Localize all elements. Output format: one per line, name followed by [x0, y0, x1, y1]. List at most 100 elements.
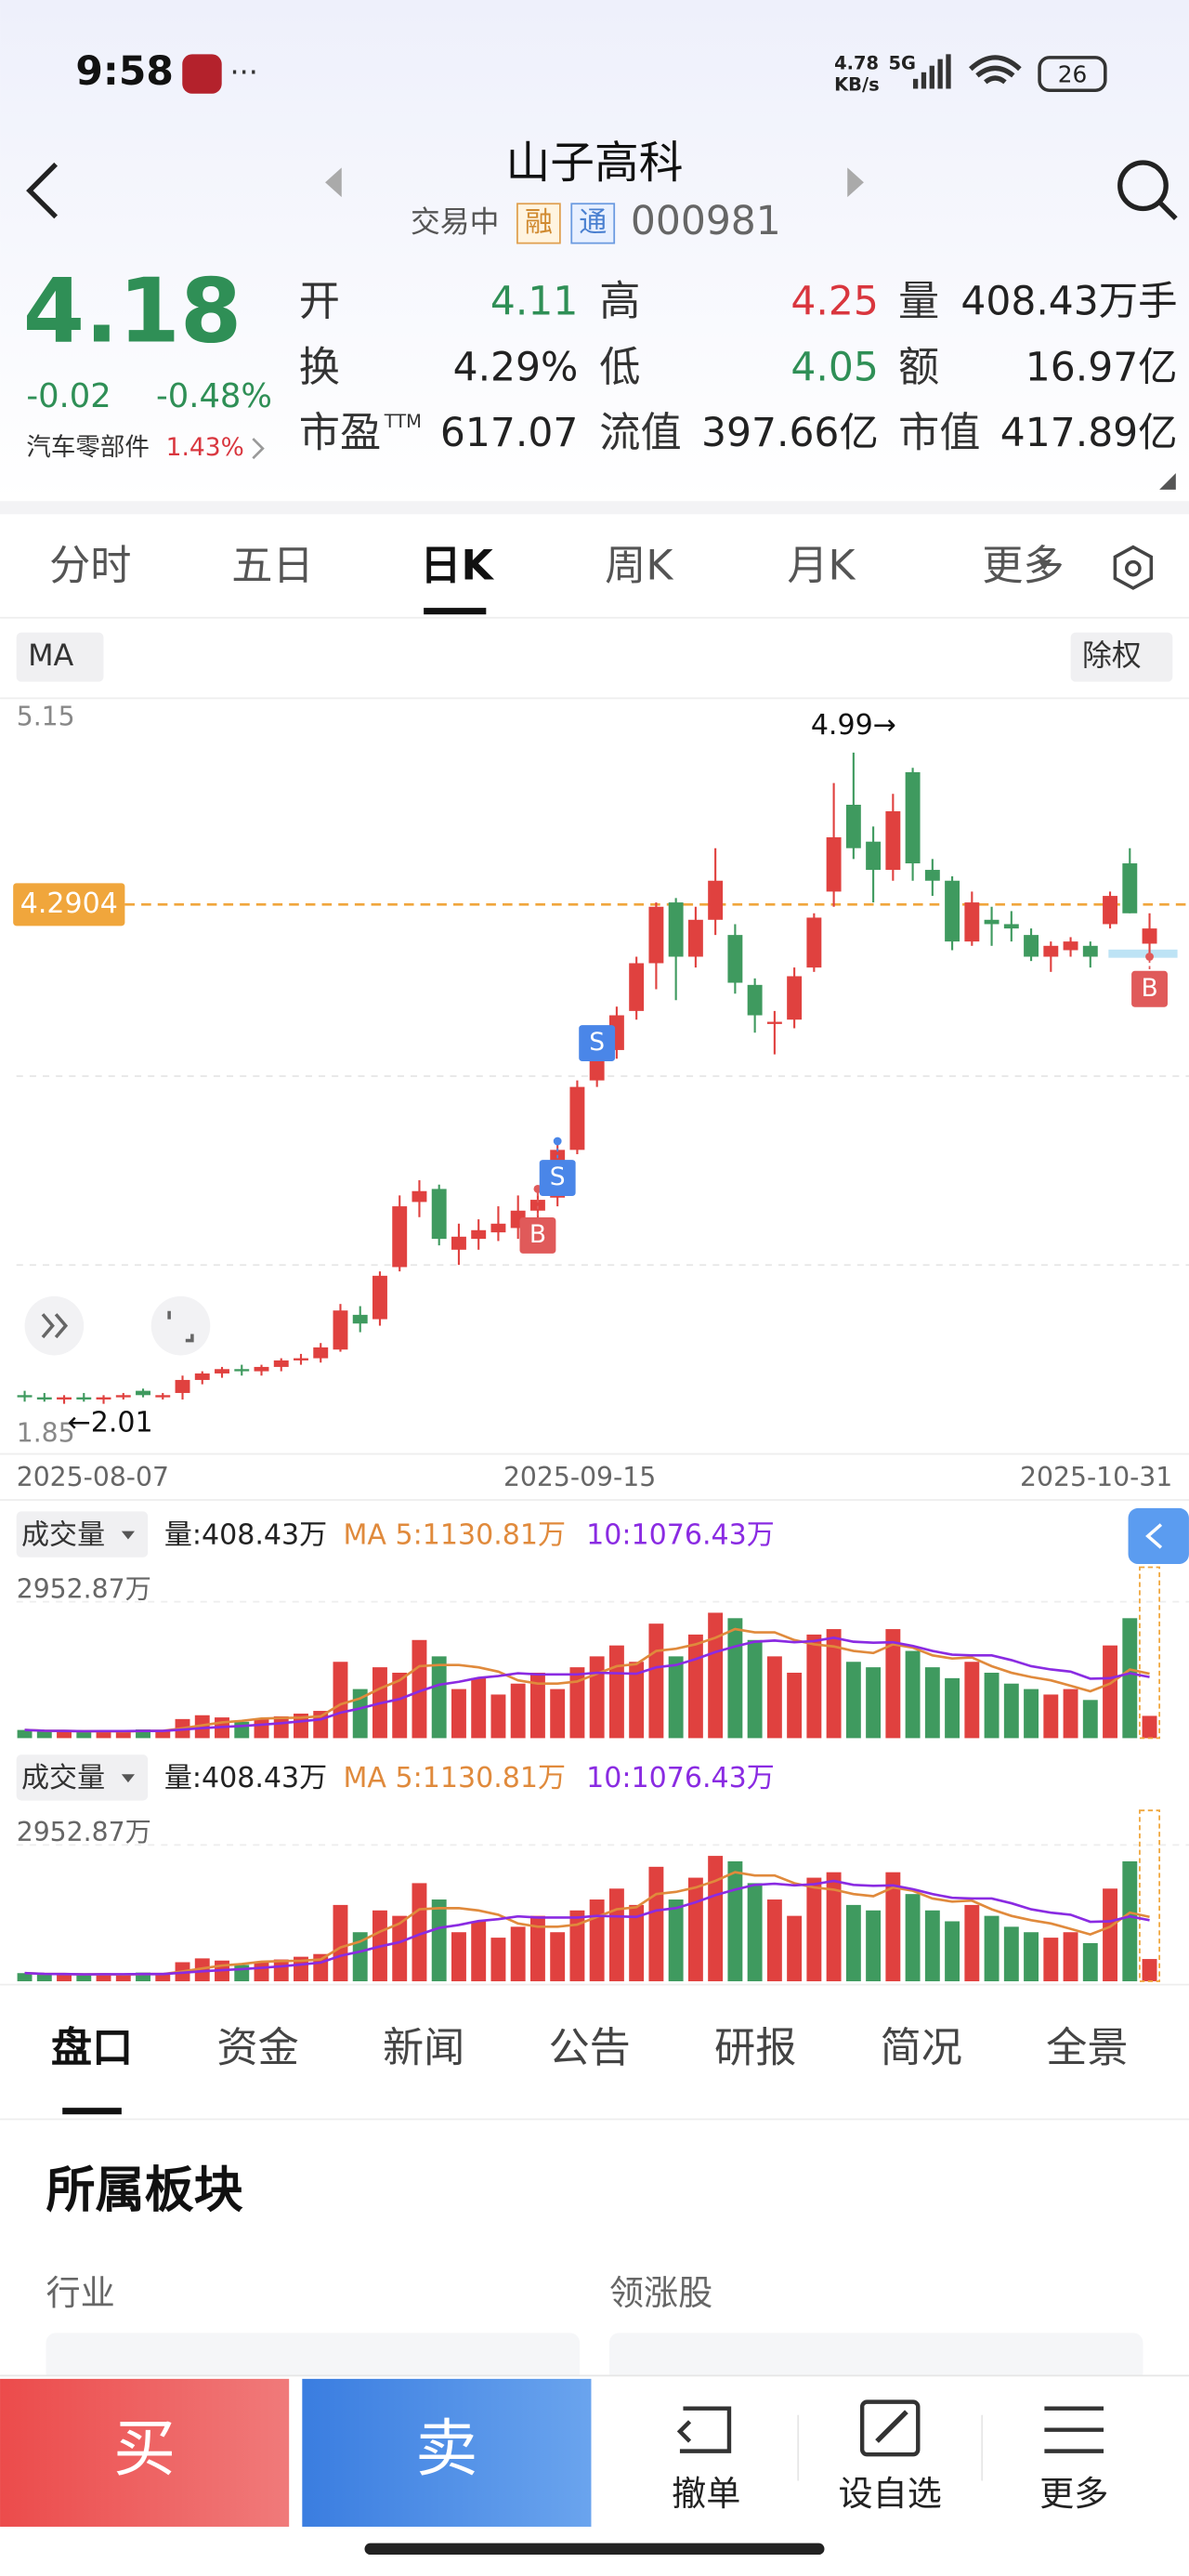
trade-marker: [519, 1216, 556, 1254]
volume-bar: [294, 1713, 308, 1739]
side-tab[interactable]: [1128, 1507, 1189, 1564]
next-stock[interactable]: [847, 167, 864, 198]
expand-corner[interactable]: [1159, 473, 1176, 490]
watch-icon[interactable]: [859, 2399, 921, 2457]
volume-bar: [945, 1921, 960, 1982]
stat-value: 417.89亿: [1000, 411, 1178, 456]
volume-bar: [1082, 1942, 1098, 1982]
action-label[interactable]: 设自选: [839, 2474, 942, 2514]
stat-label: 换: [299, 344, 340, 391]
volume-bar: [766, 1656, 782, 1739]
candle-body: [254, 1366, 269, 1372]
volume-bar: [550, 1932, 566, 1982]
period-tab[interactable]: 更多: [982, 543, 1064, 590]
ma5-line: [24, 1627, 1150, 1733]
highlight-band: [1108, 949, 1178, 958]
volume-button[interactable]: [16, 1511, 149, 1557]
settings-button[interactable]: [1113, 545, 1154, 590]
volume-bar: [629, 1904, 645, 1982]
volume-bar: [845, 1904, 861, 1982]
volume-bar: [194, 1958, 210, 1982]
ma10-line: [24, 1636, 1150, 1733]
volume-bar: [727, 1618, 743, 1739]
volume-bar: [687, 1634, 703, 1739]
adjust-button[interactable]: [1070, 632, 1173, 682]
stat-label: 流值: [599, 409, 681, 456]
tab-underline: [62, 2108, 122, 2115]
volume-bar: [866, 1910, 882, 1982]
candle-body: [845, 804, 861, 848]
ref-label-bg: [13, 883, 125, 927]
cancel-icon[interactable]: [676, 2406, 732, 2453]
candle-body: [175, 1379, 190, 1393]
sell-label[interactable]: 卖: [415, 2412, 477, 2485]
period-tab[interactable]: 五日: [231, 543, 313, 590]
detail-tab[interactable]: 新闻: [383, 2024, 464, 2071]
indicator-button[interactable]: [16, 632, 104, 682]
volume-bar: [273, 1715, 289, 1739]
ma5-text: MA 5:1130.81万: [344, 1518, 567, 1551]
candle-body: [648, 906, 664, 964]
candle-body: [136, 1390, 150, 1396]
volume-bar: [155, 1974, 171, 1982]
search-button[interactable]: [1117, 160, 1169, 212]
buy-button[interactable]: [0, 2378, 290, 2527]
tab-underline: [424, 608, 487, 615]
volume-bar: [234, 1965, 250, 1982]
candle-body: [708, 880, 724, 920]
ma5-line: [24, 1871, 1150, 1977]
volume-bar: [608, 1645, 624, 1739]
volume-max: 2952.87万: [17, 1817, 151, 1847]
stat-value: 4.11: [490, 280, 578, 325]
period-tab[interactable]: 日K: [420, 543, 494, 590]
ma10-text: 10:1076.43万: [586, 1762, 775, 1794]
action-label[interactable]: 更多: [1039, 2474, 1108, 2514]
buy-label[interactable]: 买: [113, 2412, 176, 2485]
volume-bar: [17, 1973, 33, 1982]
indicator: MA: [28, 637, 73, 673]
action-label[interactable]: 撤单: [672, 2474, 740, 2514]
volume-bar: [254, 1962, 269, 1982]
sell-button[interactable]: [302, 2378, 592, 2527]
trade-marker-label: S: [550, 1163, 566, 1191]
candle-body: [569, 1086, 585, 1150]
more-icon[interactable]: [1044, 2406, 1104, 2453]
prev-stock[interactable]: [325, 167, 342, 198]
volume-bar: [57, 1730, 72, 1739]
candle-body: [313, 1347, 329, 1359]
period-tab[interactable]: 周K: [605, 543, 673, 590]
detail-tab[interactable]: 公告: [549, 2024, 631, 2071]
change: -0.02: [26, 377, 111, 415]
volume-text: 量:408.43万: [164, 1762, 327, 1794]
volume-bar: [1024, 1689, 1039, 1739]
back-button[interactable]: [26, 162, 59, 219]
fullscreen-icon: [167, 1310, 194, 1343]
period-tab[interactable]: 分时: [49, 543, 131, 590]
detail-tab[interactable]: 全景: [1046, 2024, 1128, 2071]
detail-tab[interactable]: 盘口: [51, 2024, 133, 2071]
volume-bar: [1103, 1645, 1118, 1739]
y-tick-label: 1.85: [17, 1417, 75, 1448]
sector: 汽车零部件: [26, 433, 150, 462]
volume-bar: [747, 1883, 763, 1982]
stat-label: 开: [299, 278, 340, 325]
volume-bar: [510, 1683, 526, 1739]
battery-icon: [1038, 56, 1107, 92]
period-tab[interactable]: 月K: [787, 543, 856, 590]
candle-body: [1043, 945, 1059, 957]
volume-button[interactable]: [16, 1755, 149, 1801]
tag-box: [516, 203, 561, 244]
fullscreen-button[interactable]: [150, 1295, 211, 1356]
candle-body: [885, 810, 901, 871]
candle-body: [76, 1397, 92, 1400]
detail-tab[interactable]: 简况: [881, 2024, 962, 2071]
candle-body: [945, 880, 960, 942]
trade-marker-label: B: [1141, 974, 1157, 1003]
candle-body: [451, 1236, 466, 1250]
volume-bar: [352, 1689, 368, 1739]
net-speed-unit: KB/s: [834, 73, 880, 95]
volume-bar: [1082, 1700, 1098, 1739]
volume-bar: [76, 1975, 92, 1982]
detail-tab[interactable]: 资金: [216, 2024, 298, 2071]
detail-tab[interactable]: 研报: [714, 2024, 796, 2071]
